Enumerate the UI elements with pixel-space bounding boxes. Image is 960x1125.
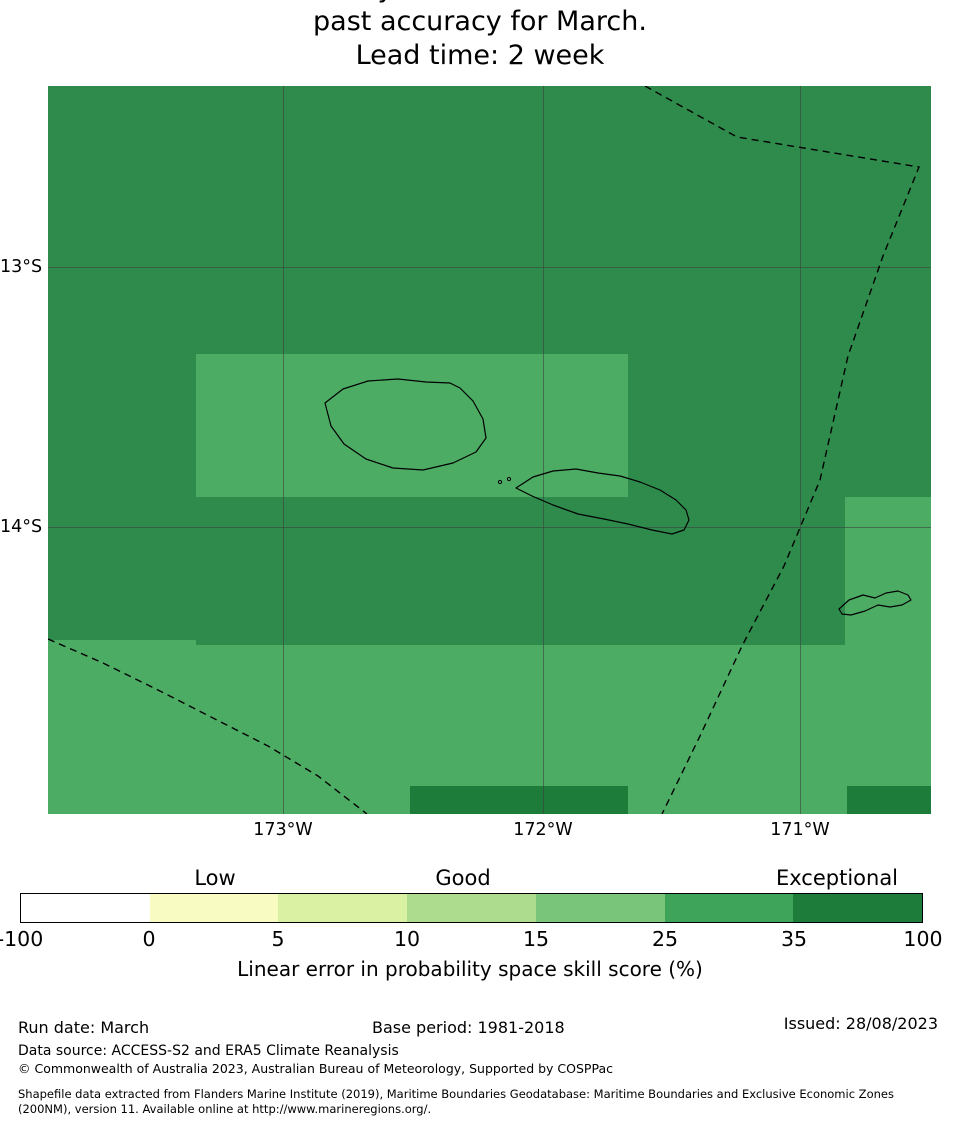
gridline-172w — [543, 86, 544, 814]
gridline-14s — [48, 527, 931, 528]
colorbar-tick-100: 100 — [903, 927, 943, 951]
colorbar-category-low: Low — [194, 866, 236, 890]
colorbar-tick-0: 0 — [142, 927, 156, 951]
colorbar-tick-25: 25 — [651, 927, 679, 951]
skill-patch-south-dark-2 — [847, 786, 931, 814]
colorbar — [20, 893, 923, 923]
colorbar-segment-7 — [793, 894, 923, 922]
colorbar-segment-1 — [21, 894, 150, 922]
run-date-text: Run date: March — [18, 1018, 150, 1037]
skill-patch-south-dark-1 — [410, 786, 628, 814]
colorbar-segment-5 — [535, 894, 665, 922]
shapefile-attribution-text: Shapefile data extracted from Flanders M… — [18, 1087, 894, 1116]
colorbar-tick-35: 35 — [780, 927, 808, 951]
eez-boundary-northeast — [644, 86, 920, 814]
title-line-3: Lead time: 2 week — [355, 40, 605, 71]
title-line-1-clipped: Skill of weekly rainfall forecasts based… — [0, 0, 960, 6]
gridline-171w — [800, 86, 801, 814]
skill-patch-samoa-block — [196, 354, 628, 497]
tutuila-coastline — [838, 590, 912, 616]
colorbar-segment-6 — [664, 894, 794, 922]
apolima-islet — [497, 479, 503, 485]
ytick-13s: 13°S — [0, 257, 43, 277]
eez-boundary-southwest — [48, 638, 368, 814]
xtick-171w: 171°W — [770, 820, 830, 840]
ytick-14s: 14°S — [0, 517, 43, 537]
colorbar-axis-label: Linear error in probability space skill … — [237, 957, 703, 981]
xtick-173w: 173°W — [253, 820, 313, 840]
map-canvas — [48, 86, 931, 814]
xtick-172w: 172°W — [513, 820, 573, 840]
upolu-coastline — [515, 468, 690, 535]
skill-patch-southwest-block — [48, 640, 196, 814]
map-vector-overlay — [48, 86, 920, 814]
gridline-13s — [48, 267, 931, 268]
savaii-coastline — [324, 378, 487, 471]
base-period-text: Base period: 1981-2018 — [372, 1018, 565, 1037]
skill-patch-east-edge — [845, 497, 931, 645]
colorbar-tick-15: 15 — [522, 927, 550, 951]
colorbar-segment-2 — [149, 894, 279, 922]
manono-islet — [506, 476, 512, 482]
data-source-text: Data source: ACCESS-S2 and ERA5 Climate … — [18, 1043, 399, 1059]
colorbar-segment-3 — [278, 894, 408, 922]
issued-date-text: Issued: 28/08/2023 — [783, 1014, 938, 1033]
colorbar-segment-4 — [407, 894, 536, 922]
gridline-173w — [283, 86, 284, 814]
copyright-text: © Commonwealth of Australia 2023, Austra… — [18, 1061, 613, 1076]
colorbar-tick-neg100: -100 — [0, 927, 44, 951]
colorbar-tick-10: 10 — [393, 927, 421, 951]
title-line-2: past accuracy for March. — [313, 6, 647, 37]
colorbar-category-exceptional: Exceptional — [775, 866, 899, 890]
colorbar-tick-5: 5 — [271, 927, 285, 951]
colorbar-category-good: Good — [435, 866, 491, 890]
